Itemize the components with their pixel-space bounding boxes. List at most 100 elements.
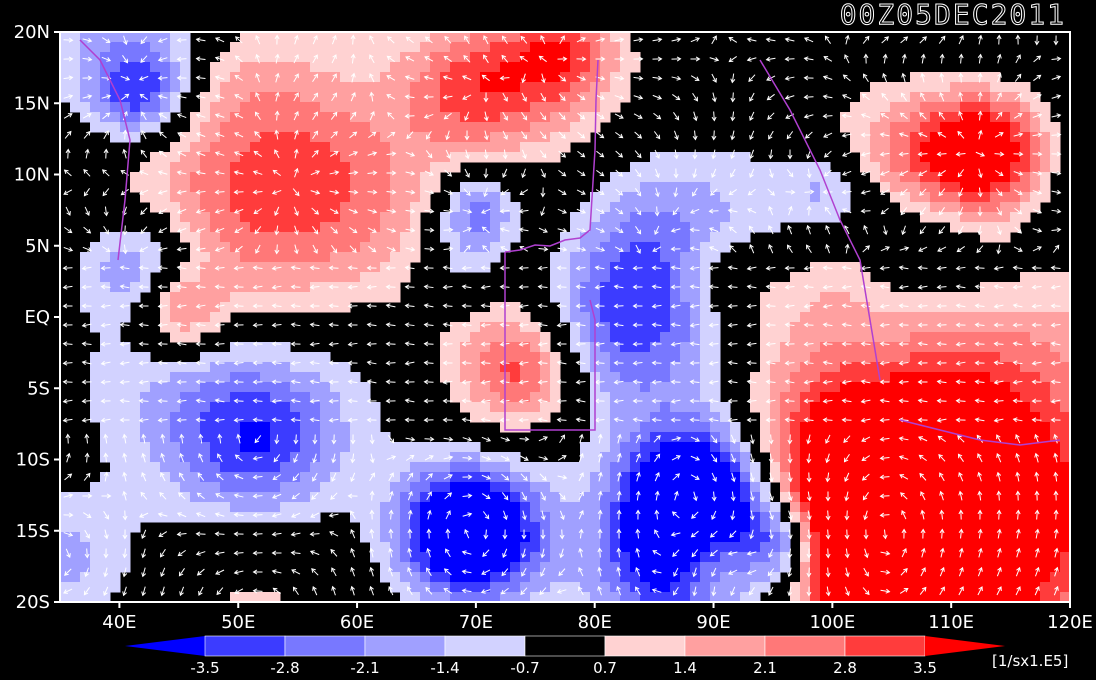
field-cell bbox=[600, 42, 611, 53]
field-cell bbox=[550, 502, 561, 513]
wind-arrow bbox=[442, 75, 453, 81]
field-cell bbox=[190, 432, 201, 443]
field-cell bbox=[630, 192, 641, 203]
field-cell bbox=[110, 492, 121, 503]
field-cell bbox=[990, 112, 1001, 123]
field-cell bbox=[60, 592, 71, 602]
field-cell bbox=[210, 122, 221, 133]
field-cell bbox=[1040, 422, 1051, 433]
field-cell bbox=[490, 372, 501, 383]
field-cell bbox=[950, 452, 961, 463]
field-cell bbox=[970, 292, 981, 303]
wind-vectors bbox=[62, 34, 1062, 597]
wind-arrow bbox=[82, 94, 93, 100]
field-cell bbox=[640, 292, 651, 303]
field-cell bbox=[660, 472, 671, 483]
field-cell bbox=[550, 532, 561, 543]
field-cell bbox=[270, 342, 281, 353]
field-cell bbox=[850, 492, 861, 503]
field-cell bbox=[270, 242, 281, 253]
field-cell bbox=[620, 502, 631, 513]
wind-arrow bbox=[255, 72, 260, 83]
field-cell bbox=[840, 202, 851, 213]
field-cell bbox=[820, 392, 831, 403]
wind-arrow bbox=[312, 130, 319, 140]
wind-arrow bbox=[405, 208, 416, 214]
field-cell bbox=[180, 232, 191, 243]
field-cell bbox=[250, 202, 261, 213]
wind-arrow bbox=[614, 56, 625, 62]
field-cell bbox=[340, 282, 351, 293]
field-cell bbox=[240, 192, 251, 203]
field-cell bbox=[250, 72, 261, 83]
field-cell bbox=[170, 382, 181, 393]
field-cell bbox=[600, 332, 611, 343]
wind-arrow bbox=[710, 188, 718, 196]
wind-arrow bbox=[464, 168, 470, 178]
field-cell bbox=[910, 422, 921, 433]
field-cell bbox=[460, 352, 471, 363]
wind-arrow bbox=[919, 207, 927, 216]
field-cell bbox=[720, 182, 731, 193]
field-cell bbox=[850, 442, 861, 453]
field-cell bbox=[770, 422, 781, 433]
wind-arrow bbox=[157, 75, 168, 81]
field-cell bbox=[100, 402, 111, 413]
wind-arrow bbox=[369, 91, 375, 102]
field-cell bbox=[530, 572, 541, 583]
field-cell bbox=[420, 572, 431, 583]
field-cell bbox=[490, 212, 501, 223]
field-cell bbox=[290, 432, 301, 443]
field-cell bbox=[870, 502, 881, 513]
field-cell bbox=[630, 462, 641, 473]
field-cell bbox=[940, 462, 951, 473]
field-cell bbox=[930, 342, 941, 353]
field-cell bbox=[930, 162, 941, 173]
field-cell bbox=[910, 192, 921, 203]
field-cell bbox=[690, 172, 701, 183]
field-cell bbox=[830, 562, 841, 573]
field-cell bbox=[370, 42, 381, 53]
field-cell bbox=[460, 122, 471, 133]
field-cell bbox=[220, 102, 231, 113]
field-cell bbox=[170, 42, 181, 53]
wind-arrow bbox=[521, 149, 527, 160]
field-cell bbox=[890, 132, 901, 143]
field-cell bbox=[810, 502, 821, 513]
field-cell bbox=[600, 222, 611, 233]
wind-arrow bbox=[955, 151, 966, 157]
field-cell bbox=[310, 62, 321, 73]
field-cell bbox=[1000, 102, 1011, 113]
field-cell bbox=[350, 262, 361, 273]
field-cell bbox=[440, 222, 451, 233]
wind-arrow bbox=[768, 149, 774, 160]
field-cell bbox=[360, 42, 371, 53]
wind-arrow bbox=[958, 187, 964, 198]
field-cell bbox=[360, 92, 371, 103]
field-cell bbox=[1020, 122, 1031, 133]
field-cell bbox=[860, 302, 871, 313]
field-cell bbox=[610, 92, 621, 103]
field-cell bbox=[860, 292, 871, 303]
field-cell bbox=[970, 532, 981, 543]
field-cell bbox=[1030, 332, 1041, 343]
field-cell bbox=[970, 452, 981, 463]
field-cell bbox=[550, 462, 561, 473]
wind-arrow bbox=[502, 168, 508, 178]
field-cell bbox=[1050, 512, 1061, 523]
field-cell bbox=[690, 482, 701, 493]
wind-arrow bbox=[576, 75, 587, 81]
field-cell bbox=[900, 532, 911, 543]
field-cell bbox=[190, 272, 201, 283]
field-cell bbox=[520, 462, 531, 473]
field-cell bbox=[330, 382, 341, 393]
field-cell bbox=[140, 382, 151, 393]
field-cell bbox=[720, 422, 731, 433]
field-cell bbox=[190, 502, 201, 513]
field-cell bbox=[990, 432, 1001, 443]
field-cell bbox=[910, 502, 921, 513]
field-cell bbox=[810, 542, 821, 553]
field-cell bbox=[660, 452, 671, 463]
field-cell bbox=[100, 352, 111, 363]
field-cell bbox=[860, 122, 871, 133]
